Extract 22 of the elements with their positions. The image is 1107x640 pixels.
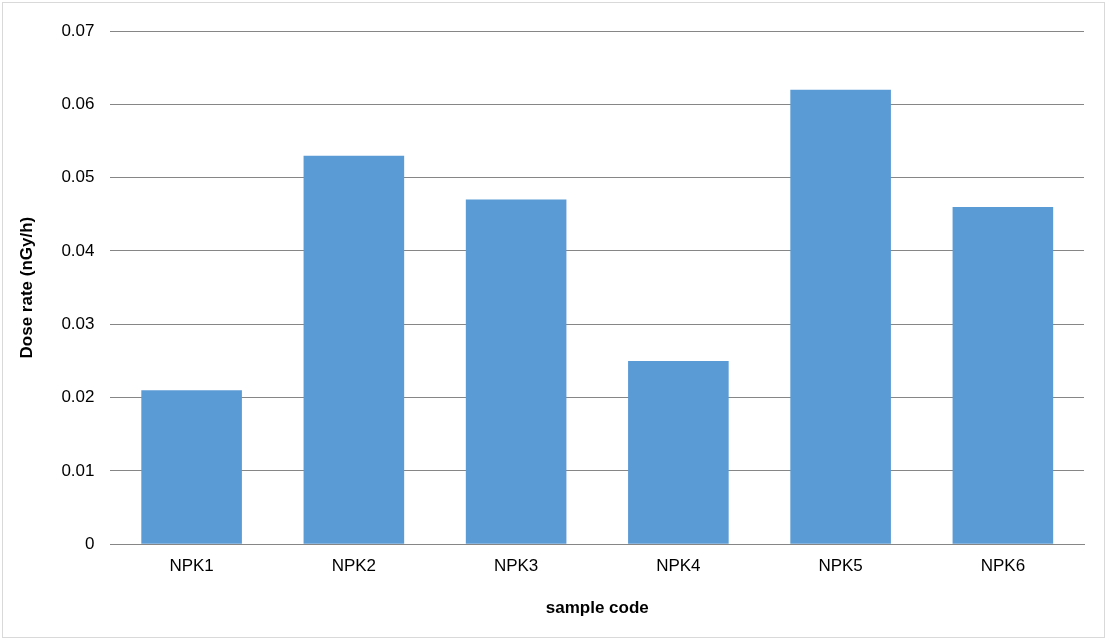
x-axis-title: sample code — [545, 598, 649, 618]
x-tick-label: NPK3 — [493, 556, 539, 576]
bar — [790, 89, 891, 544]
y-axis-title: Dose rate (nGy/h) — [16, 216, 36, 359]
x-tick-label: NPK4 — [656, 556, 701, 576]
y-tick-label: 0.06 — [61, 94, 95, 113]
y-tick-label: 0.07 — [61, 20, 95, 40]
y-tick-label: 0 — [85, 533, 95, 553]
x-tick-label: NPK6 — [980, 556, 1026, 576]
bar — [628, 360, 729, 544]
y-tick-label: 0.04 — [61, 240, 95, 260]
bar — [141, 390, 242, 544]
x-tick-label: NPK5 — [818, 556, 863, 576]
y-tick-label: 0.05 — [61, 167, 95, 187]
y-tick-label: 0.02 — [61, 387, 95, 407]
x-tick-label: NPK1 — [169, 556, 214, 576]
x-tick-label: NPK2 — [331, 556, 377, 576]
y-tick-label: 0.03 — [61, 313, 95, 333]
y-tick-label: 0.01 — [61, 460, 95, 480]
bar — [303, 155, 405, 544]
bar — [465, 199, 567, 544]
bar — [952, 206, 1054, 544]
